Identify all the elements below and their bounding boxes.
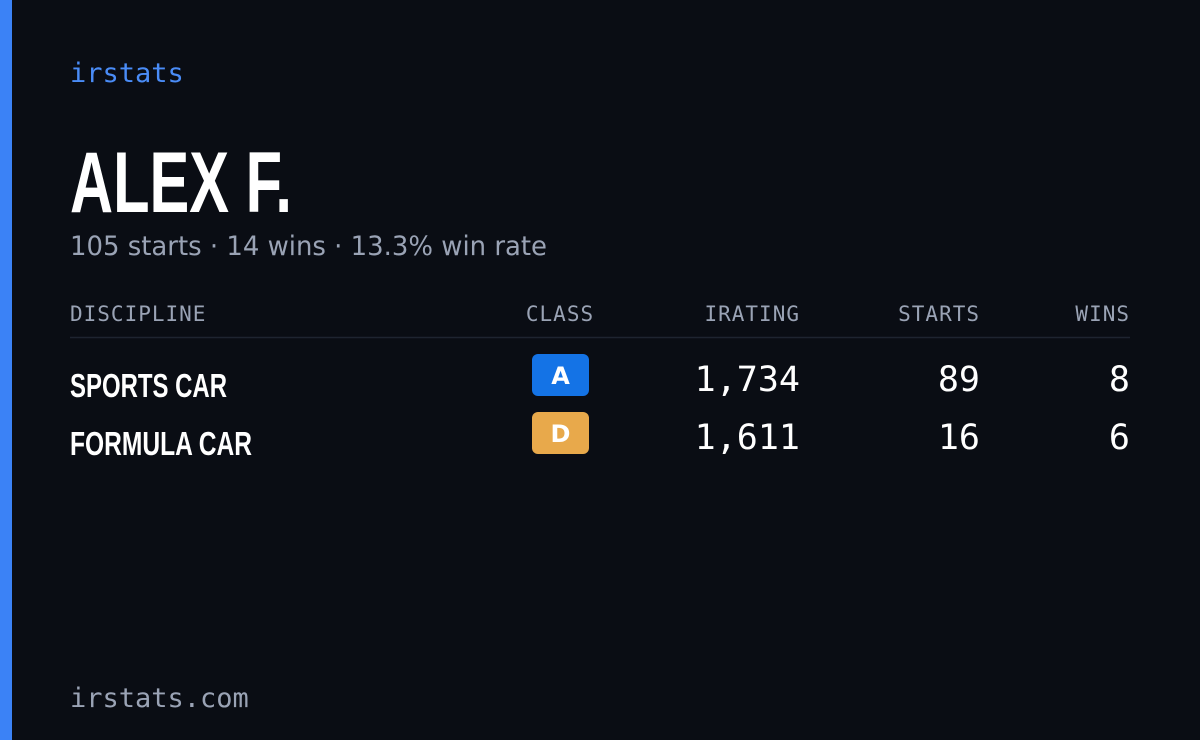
header-cell: CLASS [526, 302, 594, 326]
wins: 6 [1109, 418, 1130, 458]
class-letter: D [551, 420, 571, 448]
starts: 16 [938, 418, 980, 458]
starts: 89 [938, 360, 980, 400]
footer-url: irstats.com [70, 683, 249, 714]
table-row: SPORTS CAR A 1,734 89 8 [70, 354, 1130, 404]
irating: 1,611 [695, 418, 800, 458]
header-cell: DISCIPLINE [70, 302, 206, 326]
class-badge [532, 354, 589, 396]
irating: 1,734 [695, 360, 800, 400]
player-summary: 105 starts · 14 wins · 13.3% win rate [70, 231, 547, 262]
accent-bar [0, 0, 12, 740]
class-letter: A [551, 362, 570, 390]
wins: 8 [1109, 360, 1130, 400]
header-cell: STARTS [898, 302, 980, 326]
header-cell: IRATING [704, 302, 800, 326]
discipline: FORMULA CAR [70, 425, 252, 462]
table-row: FORMULA CAR D 1,611 16 6 [70, 412, 1130, 462]
class-badge [532, 412, 589, 454]
header-cell: WINS [1075, 302, 1130, 326]
discipline: SPORTS CAR [70, 367, 227, 404]
brand: irstats [70, 58, 184, 89]
player-name: ALEX F. [70, 135, 292, 231]
table-header: DISCIPLINE CLASS IRATING STARTS WINS [70, 302, 1130, 326]
